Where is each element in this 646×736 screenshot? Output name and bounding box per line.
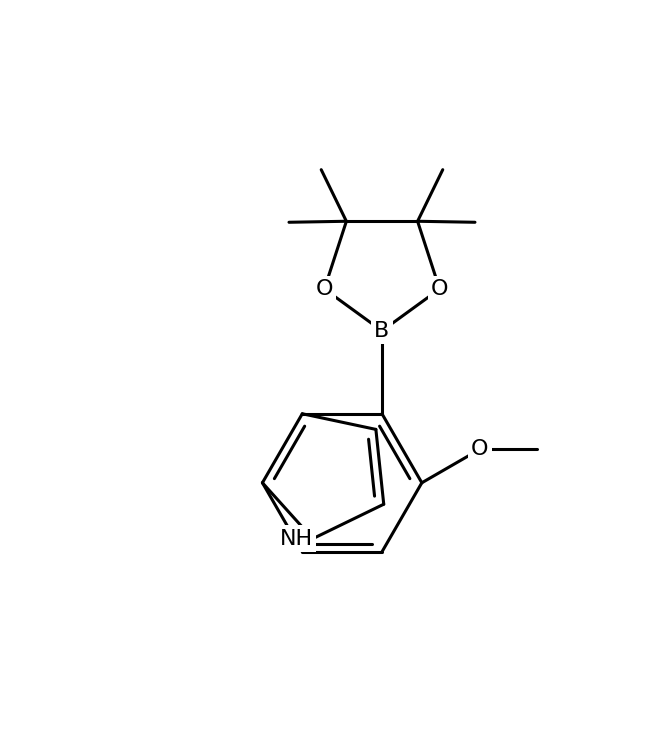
Text: O: O — [431, 279, 448, 299]
Text: O: O — [316, 279, 333, 299]
Text: NH: NH — [280, 528, 313, 549]
Text: B: B — [375, 321, 390, 341]
Text: O: O — [471, 439, 488, 459]
